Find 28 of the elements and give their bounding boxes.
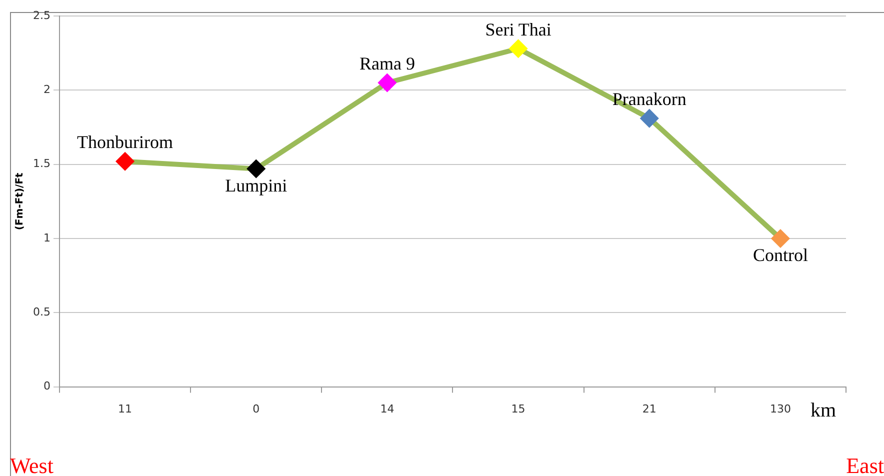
annotation: Seri Thai xyxy=(485,19,552,40)
annotation: Control xyxy=(752,245,808,266)
point xyxy=(772,230,789,247)
annotation: Thonburirom xyxy=(77,132,174,152)
point xyxy=(378,74,396,92)
y-tick-label: 0.5 xyxy=(32,306,50,318)
annotation: Rama 9 xyxy=(359,53,415,74)
annotation: Pranakorn xyxy=(612,89,686,110)
x-tick-label: 0 xyxy=(252,402,260,416)
text: West xyxy=(10,452,54,476)
point xyxy=(640,110,658,127)
point xyxy=(116,152,134,170)
y-tick-label: 1.5 xyxy=(32,157,50,170)
x-tick-label: 14 xyxy=(380,402,394,416)
text: East xyxy=(846,452,884,476)
x-tick-label: 130 xyxy=(770,402,791,416)
y-tick-label: 1 xyxy=(43,231,50,244)
x-tick-label: 15 xyxy=(511,402,526,416)
point xyxy=(510,40,527,58)
y-axis-title: (Fm-Ft)/Ft xyxy=(14,172,26,230)
x-tick-label: 11 xyxy=(118,402,132,416)
annotation: Lumpini xyxy=(225,176,288,196)
point xyxy=(248,160,265,178)
y-tick-label: 2.5 xyxy=(32,8,50,22)
x-axis-title: km xyxy=(810,399,836,422)
x-tick-label: 21 xyxy=(642,402,656,416)
y-tick-label: 0 xyxy=(43,380,50,393)
y-tick-label: 2 xyxy=(43,83,50,96)
